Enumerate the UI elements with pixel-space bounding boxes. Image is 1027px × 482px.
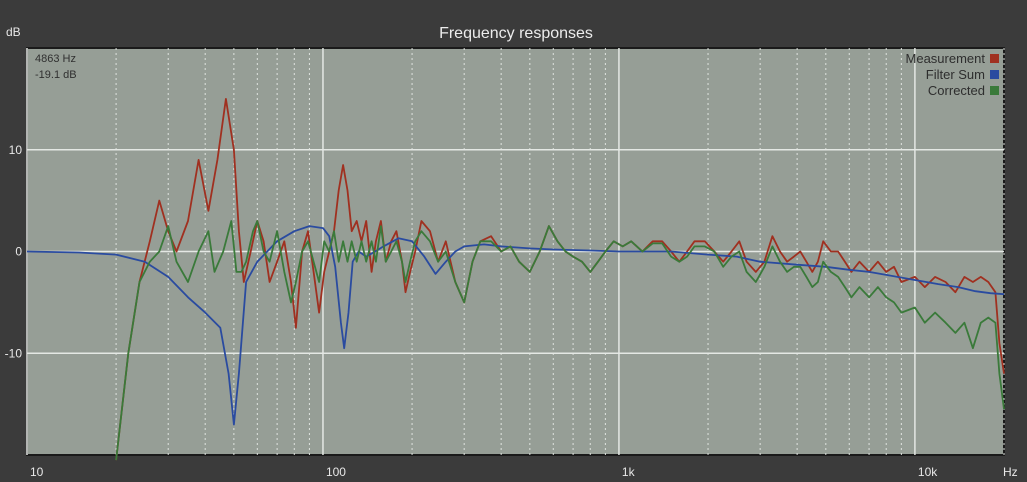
legend-label-filter-sum: Filter Sum: [926, 67, 985, 82]
legend-swatch-corrected: [990, 86, 999, 95]
x-tick-label: 100: [326, 465, 346, 479]
series-line-corrected: [115, 220, 1005, 461]
legend-swatch-filter-sum: [990, 70, 999, 79]
x-tick-label: 10: [30, 465, 44, 479]
y-axis-label: dB: [6, 25, 21, 39]
y-tick-label: 10: [9, 143, 23, 157]
chart-title: Frequency responses: [439, 25, 593, 42]
readout-frequency: 4863 Hz: [35, 53, 76, 65]
x-tick-label: 10k: [918, 465, 938, 479]
legend-label-corrected: Corrected: [928, 83, 985, 98]
y-tick-label: -10: [5, 346, 23, 360]
legend-label-measurement: Measurement: [906, 51, 986, 66]
legend-swatch-measurement: [990, 54, 999, 63]
x-axis-label: Hz: [1003, 465, 1018, 479]
series-line-filter-sum: [26, 225, 1005, 426]
y-tick-label: 0: [15, 245, 22, 259]
x-tick-label: 1k: [622, 465, 636, 479]
readout-level: -19.1 dB: [35, 69, 77, 81]
